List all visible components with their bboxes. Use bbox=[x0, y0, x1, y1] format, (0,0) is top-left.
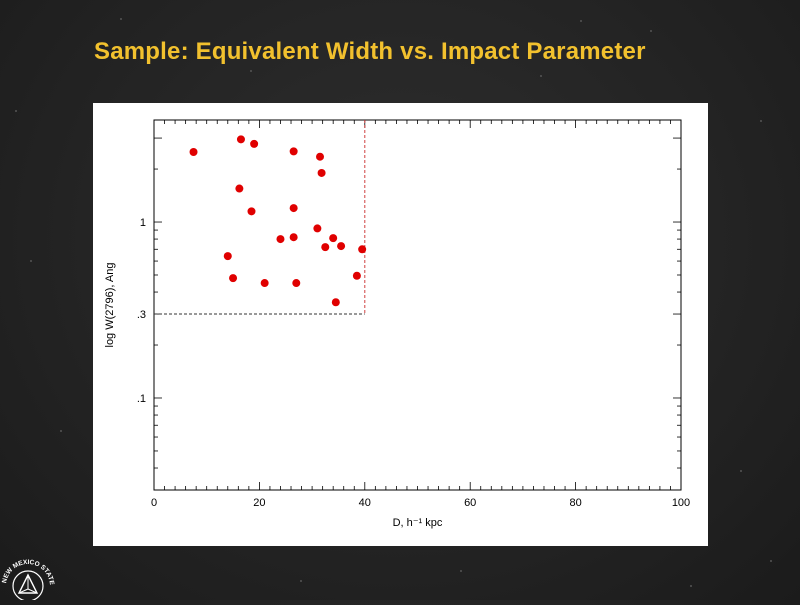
data-point bbox=[247, 207, 256, 216]
background-speck bbox=[740, 470, 742, 472]
background-speck bbox=[540, 75, 542, 77]
background-speck bbox=[580, 20, 582, 22]
data-point bbox=[317, 168, 326, 177]
data-point bbox=[250, 139, 259, 148]
background-speck bbox=[15, 110, 17, 112]
x-tick-label: 100 bbox=[672, 497, 690, 509]
data-point bbox=[331, 298, 340, 307]
y-tick-label: 1 bbox=[140, 217, 146, 229]
scatter-chart: 0 20 40 60 80 100 1 .3 .1 D, h⁻¹ kpc log W(2796), … bbox=[104, 119, 690, 529]
data-point bbox=[235, 184, 244, 193]
x-axis-title: D, h⁻¹ kpc bbox=[393, 517, 443, 529]
background-speck bbox=[650, 30, 652, 32]
y-tick-label: .1 bbox=[137, 393, 146, 405]
background-speck bbox=[250, 70, 252, 72]
scatter-plot-panel: 0 20 40 60 80 100 1 .3 .1 D, h⁻¹ kpc log W(2796), … bbox=[93, 103, 708, 546]
data-point bbox=[316, 152, 325, 161]
nmsu-seal-icon: NEW MEXICO STATE UNIVERSITY bbox=[0, 548, 56, 605]
data-point bbox=[276, 235, 285, 244]
data-point bbox=[236, 135, 245, 144]
y-tick-label: .3 bbox=[137, 309, 146, 321]
x-tick-label: 40 bbox=[359, 497, 371, 509]
data-point bbox=[329, 234, 338, 243]
background-speck bbox=[690, 585, 692, 587]
data-point bbox=[289, 147, 298, 156]
x-tick-label: 20 bbox=[253, 497, 265, 509]
plot-frame bbox=[153, 119, 682, 491]
y-axis-title: log W(2796), Ang bbox=[104, 263, 116, 348]
data-point bbox=[260, 279, 269, 288]
background-speck bbox=[770, 560, 772, 562]
data-point bbox=[352, 271, 361, 280]
data-point bbox=[358, 245, 367, 254]
data-point bbox=[289, 204, 298, 213]
data-point bbox=[229, 274, 238, 283]
slide-title: Sample: Equivalent Width vs. Impact Para… bbox=[94, 38, 646, 65]
data-point bbox=[313, 224, 322, 233]
data-point bbox=[189, 147, 198, 156]
x-tick-label: 80 bbox=[569, 497, 581, 509]
x-tick-label: 0 bbox=[151, 497, 157, 509]
background-speck bbox=[30, 260, 32, 262]
x-tick-label: 60 bbox=[464, 497, 476, 509]
data-point bbox=[337, 242, 346, 251]
background-speck bbox=[300, 580, 302, 582]
data-point bbox=[289, 233, 298, 242]
background-speck bbox=[460, 570, 462, 572]
background-speck bbox=[760, 120, 762, 122]
background-speck bbox=[60, 430, 62, 432]
data-point bbox=[223, 252, 232, 261]
data-point bbox=[292, 279, 301, 288]
data-point bbox=[321, 243, 330, 252]
background-speck bbox=[120, 18, 122, 20]
